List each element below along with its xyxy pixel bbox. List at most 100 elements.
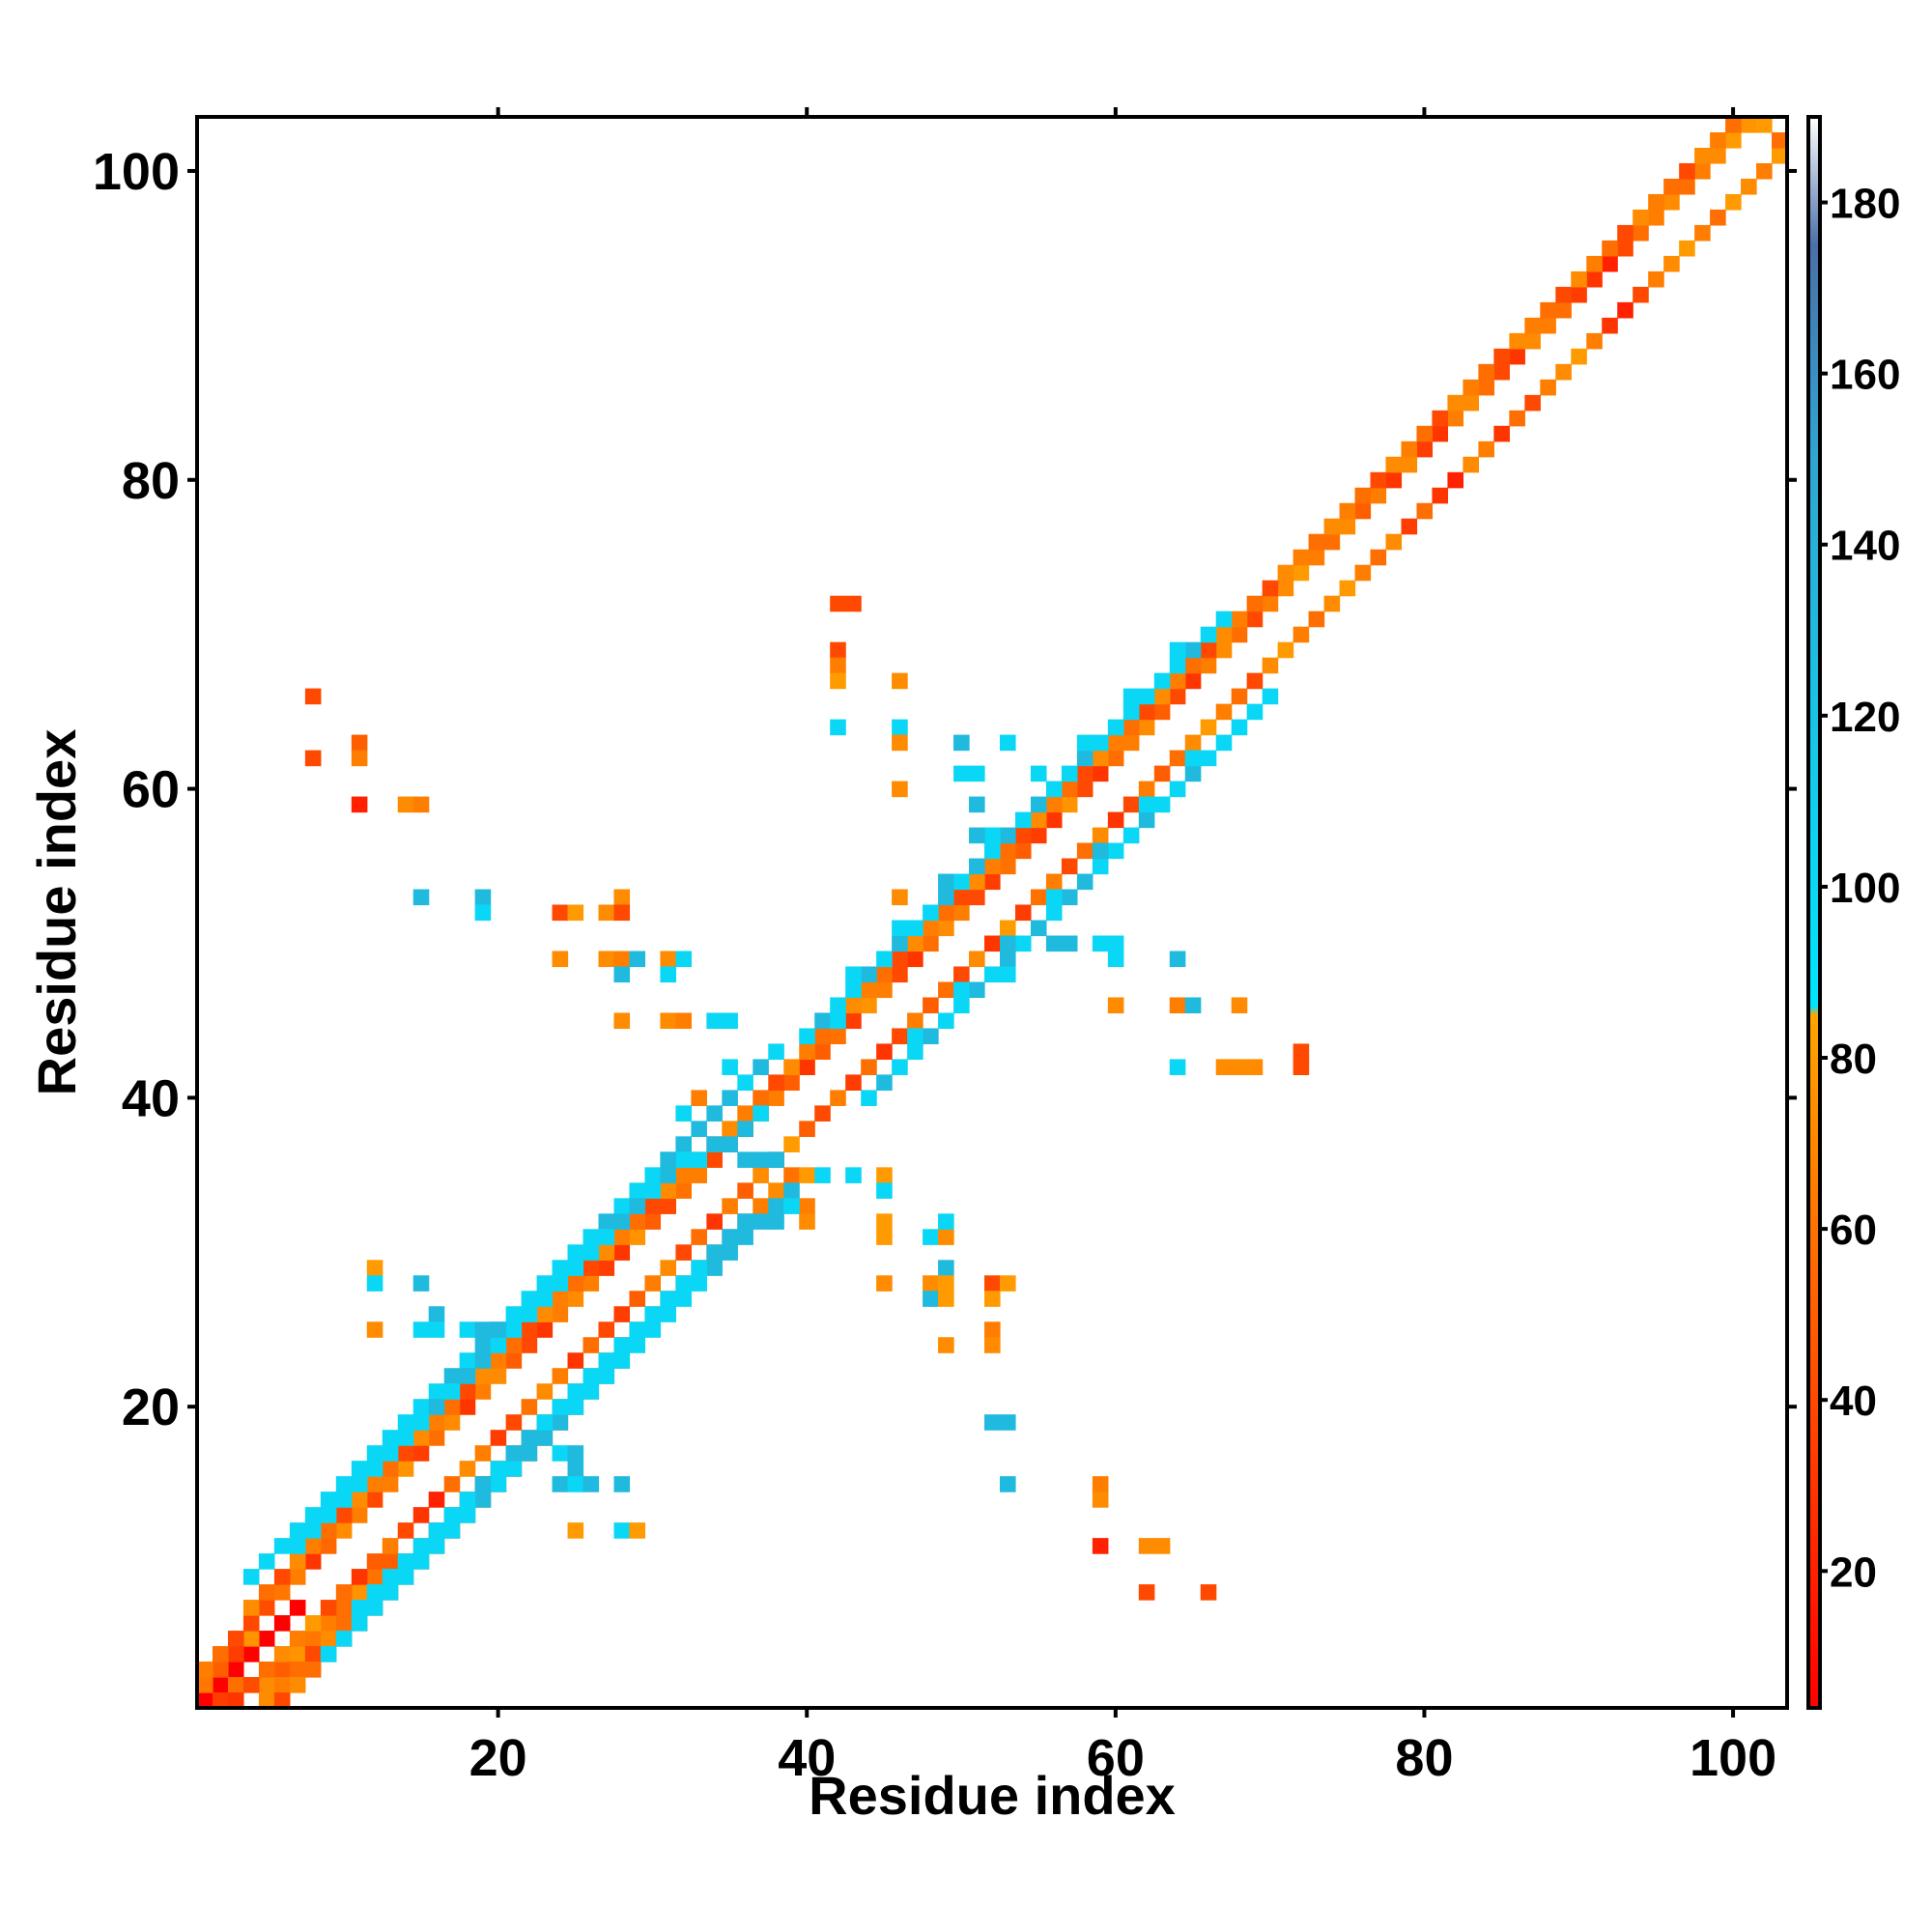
heatmap-cell xyxy=(1617,301,1634,319)
heatmap-cell xyxy=(799,1213,815,1230)
heatmap-cell xyxy=(969,765,985,782)
heatmap-cell xyxy=(969,796,985,813)
heatmap-cell xyxy=(938,1213,954,1230)
heatmap-cell xyxy=(382,1476,399,1492)
heatmap-cell xyxy=(722,1136,738,1152)
heatmap-cell xyxy=(675,1136,692,1152)
heatmap-cell xyxy=(521,1291,538,1307)
heatmap-cell xyxy=(722,1229,738,1245)
heatmap-cell xyxy=(953,981,970,999)
heatmap-cell xyxy=(876,1275,893,1292)
heatmap-cell xyxy=(397,1414,414,1431)
heatmap-cell xyxy=(1710,147,1726,164)
heatmap-cell xyxy=(644,1306,662,1322)
heatmap-cell xyxy=(737,1151,753,1168)
heatmap-cell xyxy=(412,796,430,813)
heatmap-cell xyxy=(999,966,1016,983)
heatmap-cell xyxy=(660,1012,676,1030)
heatmap-cell xyxy=(1107,750,1124,767)
heatmap-cell xyxy=(629,1182,646,1199)
heatmap-cell xyxy=(830,997,846,1014)
heatmap-cell xyxy=(907,935,923,952)
heatmap-cell xyxy=(1138,688,1155,705)
heatmap-cell xyxy=(923,1229,939,1245)
heatmap-cell xyxy=(923,1028,939,1045)
heatmap-cell xyxy=(242,1569,260,1585)
heatmap-cell xyxy=(1385,471,1403,489)
heatmap-cell xyxy=(1277,641,1294,659)
heatmap-cell xyxy=(1153,672,1171,690)
heatmap-cell xyxy=(289,1631,306,1647)
heatmap-cell xyxy=(830,641,846,659)
heatmap-cell xyxy=(907,1028,923,1045)
heatmap-cell xyxy=(938,1229,954,1245)
heatmap-cell xyxy=(289,1569,306,1585)
heatmap-cell xyxy=(1122,796,1140,813)
heatmap-cell xyxy=(1648,193,1664,211)
heatmap-cell xyxy=(613,889,631,906)
heatmap-cell xyxy=(892,1059,908,1075)
heatmap-cell xyxy=(830,672,846,690)
heatmap-cell xyxy=(428,1383,445,1400)
heatmap-cell xyxy=(258,1600,275,1616)
heatmap-cell xyxy=(1138,781,1155,798)
heatmap-cell xyxy=(1571,270,1587,288)
heatmap-cell xyxy=(938,904,954,922)
heatmap-cell xyxy=(1323,518,1341,535)
heatmap-cell xyxy=(474,1368,492,1384)
heatmap-cell xyxy=(1710,209,1726,226)
heatmap-cell xyxy=(490,1321,507,1338)
heatmap-cell xyxy=(397,1445,414,1462)
heatmap-cell xyxy=(737,1229,753,1245)
heatmap-cell xyxy=(675,1151,692,1168)
heatmap-cell xyxy=(1092,1476,1109,1492)
heatmap-cell xyxy=(366,1600,384,1616)
heatmap-cell xyxy=(598,1260,615,1276)
heatmap-cell xyxy=(567,1352,584,1369)
heatmap-cell xyxy=(1401,456,1418,473)
heatmap-cell xyxy=(814,1105,831,1122)
heatmap-cell xyxy=(1432,425,1449,442)
heatmap-cell xyxy=(660,1291,676,1307)
heatmap-cell xyxy=(459,1399,476,1415)
heatmap-cell xyxy=(1092,734,1109,752)
heatmap-cell xyxy=(691,1121,707,1137)
heatmap-cell xyxy=(1215,703,1233,721)
heatmap-cell xyxy=(1354,487,1372,504)
heatmap-cell xyxy=(320,1492,337,1508)
heatmap-cell xyxy=(412,1430,430,1446)
heatmap-cell xyxy=(1246,595,1264,612)
heatmap-cell xyxy=(830,657,846,674)
heatmap-cell xyxy=(892,719,908,736)
heatmap-cell xyxy=(382,1553,399,1570)
heatmap-cell xyxy=(923,1291,939,1307)
heatmap-cell xyxy=(1478,363,1494,381)
heatmap-cell xyxy=(474,1321,492,1338)
heatmap-cell xyxy=(999,734,1016,752)
heatmap-cell xyxy=(1061,935,1078,952)
heatmap-cell xyxy=(969,858,985,875)
heatmap-cell xyxy=(660,1167,676,1183)
heatmap-cell xyxy=(1370,471,1387,489)
heatmap-cell xyxy=(892,920,908,937)
heatmap-cell xyxy=(443,1414,461,1431)
heatmap-cell xyxy=(737,1213,753,1230)
heatmap-cell xyxy=(521,1306,538,1322)
heatmap-cell xyxy=(892,672,908,690)
heatmap-cell xyxy=(830,595,846,612)
heatmap-cell xyxy=(613,1337,631,1353)
heatmap-cell xyxy=(953,966,970,983)
heatmap-cell xyxy=(722,1244,738,1261)
heatmap-cell xyxy=(845,595,862,612)
heatmap-cell xyxy=(552,1275,569,1292)
heatmap-cell xyxy=(1169,750,1186,767)
heatmap-cell xyxy=(768,1213,784,1230)
heatmap-cell xyxy=(1694,147,1711,164)
heatmap-cell xyxy=(768,1090,784,1106)
heatmap-cell xyxy=(1648,270,1664,288)
heatmap-cell xyxy=(783,1182,800,1199)
x-axis-title: Residue index xyxy=(809,1765,1176,1826)
heatmap-cell xyxy=(428,1306,445,1322)
heatmap-cell xyxy=(845,981,862,999)
heatmap-cell xyxy=(768,1151,784,1168)
